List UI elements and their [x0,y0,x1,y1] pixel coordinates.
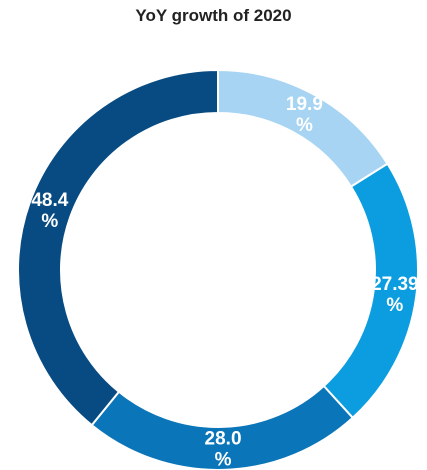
slice-3 [17,68,219,427]
slice-label-2: 28.0% [205,428,242,470]
slice-label-0: 19.9% [286,94,323,136]
slice-label-3: 48.4% [31,190,68,232]
slice-label-1: 27.39% [371,274,419,316]
chart-title: YoY growth of 2020 [135,6,292,25]
